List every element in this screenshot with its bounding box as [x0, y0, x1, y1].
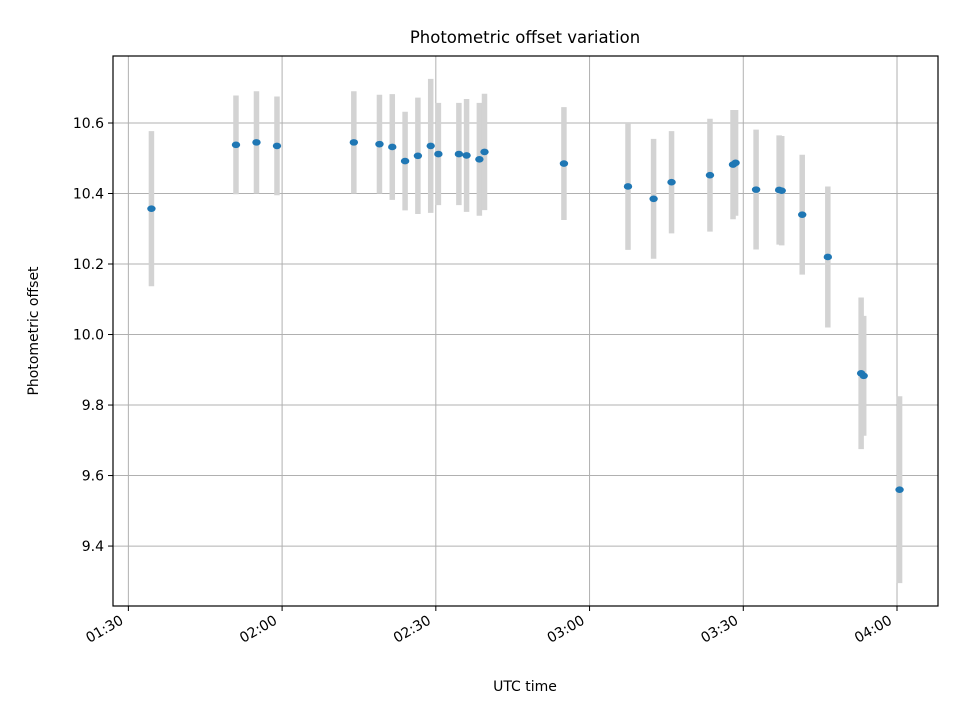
- point-layer: [147, 139, 904, 493]
- y-tick-label: 9.8: [82, 398, 104, 414]
- data-point: [434, 150, 443, 158]
- data-point: [798, 211, 807, 218]
- data-point: [147, 205, 156, 212]
- data-point: [454, 150, 464, 158]
- data-point: [859, 372, 868, 380]
- y-axis-label: Photometric offset: [26, 266, 42, 396]
- data-point: [413, 152, 423, 160]
- data-point: [895, 486, 904, 493]
- y-tick-label: 10.2: [73, 257, 104, 273]
- data-point: [480, 148, 489, 156]
- x-axis-label: UTC time: [493, 679, 557, 695]
- data-point: [705, 171, 715, 179]
- data-point: [751, 186, 761, 193]
- data-point: [777, 187, 786, 194]
- data-point: [231, 141, 241, 149]
- y-tick-label: 9.4: [82, 539, 104, 555]
- y-tick-label: 10.4: [73, 187, 104, 203]
- y-tick-label: 9.6: [82, 469, 104, 485]
- data-point: [252, 139, 261, 146]
- data-point: [667, 178, 676, 186]
- y-tick-label: 10.0: [73, 328, 104, 344]
- data-point: [623, 183, 633, 190]
- data-point: [349, 139, 359, 146]
- y-tick-label: 10.6: [73, 116, 104, 132]
- data-point: [388, 143, 397, 151]
- chart-title: Photometric offset variation: [410, 28, 640, 47]
- data-point: [475, 156, 484, 163]
- data-point: [272, 142, 282, 150]
- data-point: [400, 157, 410, 165]
- data-point: [426, 142, 435, 150]
- data-point: [559, 160, 569, 167]
- data-point: [375, 140, 384, 148]
- data-point: [462, 152, 471, 159]
- data-point: [731, 159, 740, 167]
- plot-frame: [112, 55, 939, 607]
- data-point: [649, 195, 658, 203]
- data-point: [823, 253, 833, 261]
